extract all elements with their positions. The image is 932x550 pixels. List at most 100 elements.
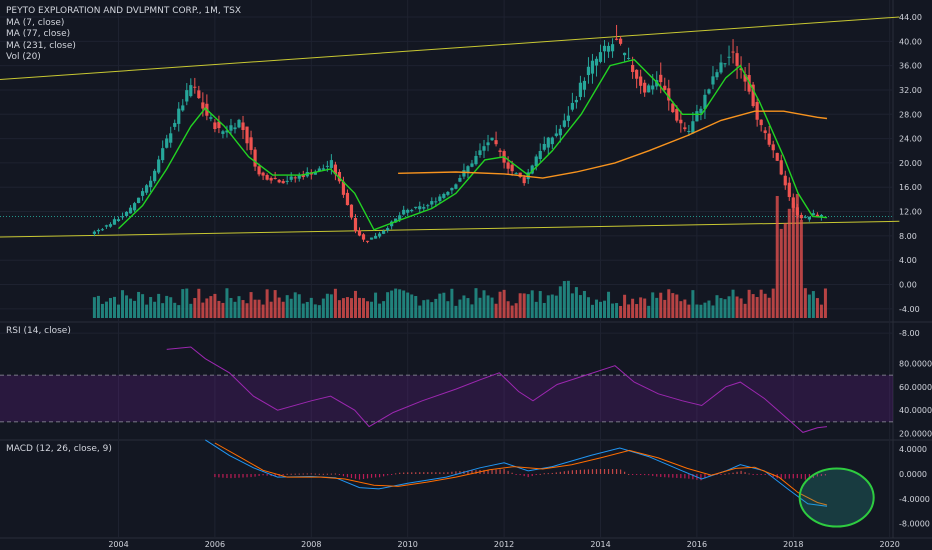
- ma77-line: [398, 110, 828, 179]
- candle-body: [462, 170, 466, 177]
- macd-histogram-bar: [680, 474, 682, 479]
- volume-bar: [325, 293, 329, 318]
- volume-bar: [217, 300, 221, 318]
- candle-body: [450, 188, 454, 191]
- volume-bar: [313, 304, 317, 318]
- price-axis-label: -8.00: [899, 329, 920, 338]
- candle-body: [554, 133, 558, 136]
- volume-bar: [370, 301, 374, 318]
- volume-bar: [289, 298, 293, 318]
- volume-bar: [181, 289, 185, 318]
- volume-bar: [341, 298, 345, 318]
- macd-histogram-bar: [535, 474, 537, 475]
- candle-body: [510, 164, 514, 172]
- volume-bar: [679, 301, 683, 318]
- macd-histogram-bar: [499, 469, 501, 474]
- volume-bar: [414, 296, 418, 318]
- macd-histogram-bar: [547, 473, 549, 475]
- candle-body: [132, 203, 137, 211]
- volume-bar: [795, 193, 799, 318]
- volume-bar: [735, 296, 739, 318]
- macd-histogram-bar: [370, 474, 373, 478]
- candle-body: [791, 197, 795, 208]
- volume-bar: [209, 296, 213, 318]
- volume-bar: [213, 293, 217, 318]
- candle-body: [811, 213, 815, 216]
- price-axis-label: 36.00: [899, 62, 922, 71]
- candle-body: [819, 215, 824, 217]
- volume-bar: [490, 297, 494, 318]
- volume-bar: [108, 298, 112, 318]
- macd-histogram-bar: [611, 469, 614, 474]
- macd-histogram-bar: [800, 474, 802, 479]
- macd-histogram-bar: [684, 474, 686, 479]
- macd-histogram-bar: [415, 472, 417, 474]
- candle-body: [120, 216, 125, 218]
- macd-histogram-bar: [579, 469, 582, 474]
- price-axis-label: 0.00: [899, 281, 917, 290]
- volume-bar: [723, 299, 727, 318]
- macd-histogram-bar: [366, 474, 369, 479]
- ma231-legend: MA (231, close): [6, 40, 76, 51]
- candle-body: [598, 52, 603, 62]
- candle-body: [153, 170, 157, 182]
- volume-bar: [92, 297, 96, 318]
- candle-body: [398, 215, 402, 220]
- volume-bar: [149, 297, 153, 318]
- macd-histogram-bar: [491, 469, 493, 474]
- volume-bar: [518, 293, 522, 318]
- volume-bar: [554, 295, 558, 318]
- candle-body: [446, 191, 450, 195]
- macd-histogram-bar: [764, 474, 766, 475]
- candle-body: [767, 133, 771, 145]
- candle-body: [514, 173, 518, 175]
- candle-body: [775, 152, 779, 161]
- time-axis-label: 2006: [205, 540, 225, 549]
- volume-bar: [566, 280, 570, 318]
- macd-histogram-bar: [338, 474, 341, 475]
- candle-body: [394, 218, 398, 223]
- macd-histogram-bar: [523, 474, 525, 477]
- volume-bar: [197, 288, 201, 318]
- volume-bar: [410, 294, 414, 318]
- macd-histogram-bar: [427, 472, 429, 474]
- macd-histogram-bar: [354, 474, 357, 479]
- time-axis-label: 2010: [398, 540, 418, 549]
- macd-histogram-bar: [607, 469, 610, 474]
- candle-body: [289, 176, 293, 180]
- volume-bar: [763, 293, 767, 318]
- volume-bar: [112, 296, 116, 318]
- candle-body: [635, 69, 639, 79]
- volume-bar: [615, 303, 619, 318]
- macd-histogram-bar: [796, 474, 798, 479]
- macd-histogram-bar: [539, 473, 541, 475]
- annotation-circle: [798, 467, 875, 528]
- volume-bar: [430, 302, 434, 318]
- candle-body: [723, 63, 727, 65]
- volume-bar: [398, 289, 402, 318]
- volume-bar: [607, 291, 611, 318]
- volume-bar: [631, 298, 635, 318]
- volume-bar: [510, 305, 514, 318]
- candle-body: [542, 143, 546, 150]
- macd-histogram-bar: [672, 474, 674, 478]
- volume-bar: [603, 300, 607, 318]
- macd-histogram-bar: [362, 474, 365, 479]
- macd-histogram-bar: [792, 474, 794, 479]
- candle-body: [157, 159, 161, 173]
- price-axis-label: -4.00: [899, 305, 920, 314]
- candle-body: [136, 197, 141, 204]
- candle-body: [550, 137, 554, 145]
- candle-body: [691, 121, 695, 134]
- macd-histogram-bar: [230, 474, 232, 479]
- volume-bar: [558, 286, 562, 318]
- candle-body: [466, 166, 470, 173]
- volume-bar: [193, 298, 197, 318]
- macd-histogram-bar: [736, 471, 738, 474]
- candle-body: [699, 108, 703, 114]
- macd-histogram-bar: [744, 472, 746, 474]
- candle-body: [169, 133, 173, 143]
- candle-body: [562, 120, 566, 127]
- volume-bar: [651, 292, 655, 318]
